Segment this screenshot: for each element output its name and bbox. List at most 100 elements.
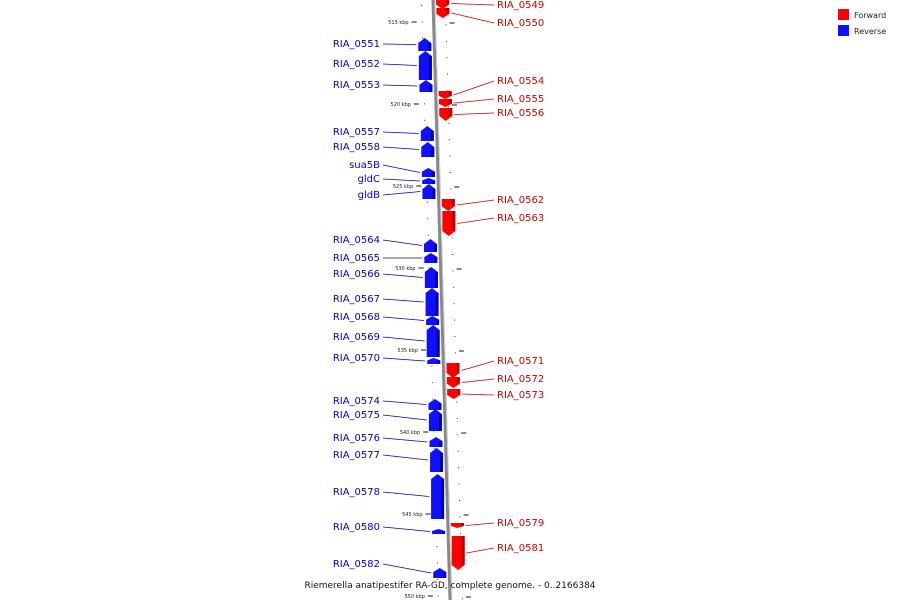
gene-ria_0558[interactable]: RIA_0558 — [333, 142, 435, 157]
gene-label[interactable]: RIA_0579 — [497, 518, 544, 529]
gene-arrow[interactable] — [425, 288, 439, 316]
gene-label[interactable]: RIA_0576 — [333, 433, 380, 444]
gene-ria_0565[interactable]: RIA_0565 — [333, 253, 438, 264]
gene-ria_0549[interactable]: RIA_0549 — [436, 0, 544, 11]
gene-arrow[interactable] — [421, 142, 435, 157]
gene-arrow[interactable] — [438, 99, 452, 107]
gene-ria_0572[interactable]: RIA_0572 — [446, 374, 544, 388]
gene-label[interactable]: RIA_0551 — [333, 39, 380, 50]
gene-arrow[interactable] — [446, 363, 460, 378]
gene-arrow[interactable] — [422, 184, 436, 199]
gene-arrow[interactable] — [447, 389, 461, 399]
gene-label[interactable]: RIA_0581 — [497, 543, 544, 554]
gene-arrow[interactable] — [418, 38, 432, 51]
gene-arrow[interactable] — [451, 536, 465, 570]
gene-arrow[interactable] — [429, 437, 443, 447]
gene-arrow[interactable] — [441, 199, 455, 211]
gene-ria_0573[interactable]: RIA_0573 — [447, 389, 544, 401]
gene-label[interactable]: RIA_0552 — [333, 59, 380, 70]
gene-label[interactable]: RIA_0565 — [333, 253, 380, 264]
gene-arrow[interactable] — [427, 358, 441, 364]
gene-ria_0556[interactable]: RIA_0556 — [439, 108, 544, 121]
gene-ria_0577[interactable]: RIA_0577 — [333, 448, 444, 472]
gene-label[interactable]: RIA_0571 — [497, 356, 544, 367]
gene-label[interactable]: RIA_0554 — [497, 76, 544, 87]
gene-label[interactable]: RIA_0582 — [333, 559, 380, 570]
gene-ria_0570[interactable]: RIA_0570 — [333, 353, 441, 364]
gene-label[interactable]: RIA_0550 — [497, 18, 544, 29]
gene-ria_0557[interactable]: RIA_0557 — [333, 126, 434, 141]
gene-label[interactable]: RIA_0566 — [333, 269, 380, 280]
gene-arrow[interactable] — [419, 80, 433, 92]
gene-ria_0551[interactable]: RIA_0551 — [333, 38, 432, 51]
gene-ria_0550[interactable]: RIA_0550 — [436, 8, 544, 29]
gene-arrow[interactable] — [426, 316, 440, 325]
gene-ria_0578[interactable]: RIA_0578 — [333, 474, 445, 519]
gene-arrow[interactable] — [424, 267, 438, 288]
gene-ria_0567[interactable]: RIA_0567 — [333, 288, 439, 316]
gene-arrow[interactable] — [421, 168, 435, 177]
gene-ria_0579[interactable]: RIA_0579 — [450, 518, 544, 529]
gene-arrow[interactable] — [422, 178, 436, 184]
gene-arrow[interactable] — [428, 409, 442, 431]
gene-arrow[interactable] — [424, 253, 438, 263]
gene-label[interactable]: RIA_0563 — [497, 213, 544, 224]
gene-ria_0576[interactable]: RIA_0576 — [333, 433, 443, 447]
gene-ria_0569[interactable]: RIA_0569 — [333, 325, 440, 357]
gene-ria_0553[interactable]: RIA_0553 — [333, 80, 433, 92]
gene-label[interactable]: sua5B — [349, 160, 380, 171]
gene-ria_0574[interactable]: RIA_0574 — [333, 396, 442, 410]
gene-ria_0580[interactable]: RIA_0580 — [333, 522, 446, 534]
gene-label[interactable]: RIA_0567 — [333, 294, 380, 305]
gene-ria_0554[interactable]: RIA_0554 — [438, 76, 544, 99]
gene-label[interactable]: RIA_0580 — [333, 522, 380, 533]
gene-label[interactable]: RIA_0555 — [497, 94, 544, 105]
gene-arrow[interactable] — [423, 239, 437, 252]
gene-arrow[interactable] — [432, 529, 446, 534]
gene-arrow[interactable] — [436, 8, 450, 18]
gene-label[interactable]: RIA_0578 — [333, 487, 380, 498]
gene-label[interactable]: RIA_0574 — [333, 396, 380, 407]
gene-label[interactable]: RIA_0549 — [497, 0, 544, 11]
gene-arrow[interactable] — [439, 108, 453, 121]
gene-label[interactable]: RIA_0557 — [333, 127, 380, 138]
gene-label[interactable]: RIA_0562 — [497, 195, 544, 206]
gene-ria_0563[interactable]: RIA_0563 — [442, 211, 544, 236]
gene-ria_0564[interactable]: RIA_0564 — [333, 235, 437, 252]
gene-label[interactable]: RIA_0553 — [333, 80, 380, 91]
gene-label[interactable]: RIA_0558 — [333, 142, 380, 153]
gene-arrow[interactable] — [420, 126, 434, 141]
gene-arrow[interactable] — [428, 399, 442, 410]
gene-gldb[interactable]: gldB — [358, 184, 436, 201]
gene-label[interactable]: RIA_0572 — [497, 374, 544, 385]
gene-label[interactable]: RIA_0573 — [497, 390, 544, 401]
gene-arrow[interactable] — [436, 0, 450, 9]
gene-arrow[interactable] — [426, 325, 440, 357]
gene-label[interactable]: RIA_0568 — [333, 312, 380, 323]
gene-arrow[interactable] — [433, 568, 447, 578]
gene-label[interactable]: RIA_0570 — [333, 353, 380, 364]
gene-arrow[interactable] — [446, 377, 460, 388]
gene-arrow[interactable] — [438, 91, 452, 99]
gene-label[interactable]: gldC — [358, 174, 380, 185]
gene-arrow[interactable] — [418, 51, 432, 80]
gene-arrow[interactable] — [431, 474, 445, 519]
gene-label[interactable]: RIA_0575 — [333, 410, 380, 421]
gene-arrow[interactable] — [430, 448, 444, 472]
gene-arrow[interactable] — [450, 523, 464, 528]
gene-ria_0562[interactable]: RIA_0562 — [441, 195, 544, 211]
gene-label[interactable]: gldB — [358, 190, 380, 201]
gene-arrow[interactable] — [442, 211, 456, 236]
gene-ria_0568[interactable]: RIA_0568 — [333, 312, 440, 325]
gene-ria_0575[interactable]: RIA_0575 — [333, 409, 442, 431]
gene-ria_0566[interactable]: RIA_0566 — [333, 267, 438, 288]
gene-gldc[interactable]: gldC — [358, 174, 436, 185]
gene-ria_0581[interactable]: RIA_0581 — [451, 536, 545, 570]
gene-sua5b[interactable]: sua5B — [349, 160, 435, 177]
gene-label[interactable]: RIA_0556 — [497, 108, 544, 119]
gene-ria_0552[interactable]: RIA_0552 — [333, 51, 432, 80]
gene-label[interactable]: RIA_0569 — [333, 332, 380, 343]
gene-label[interactable]: RIA_0564 — [333, 235, 380, 246]
gene-ria_0582[interactable]: RIA_0582 — [333, 559, 447, 578]
gene-ria_0555[interactable]: RIA_0555 — [438, 94, 544, 107]
